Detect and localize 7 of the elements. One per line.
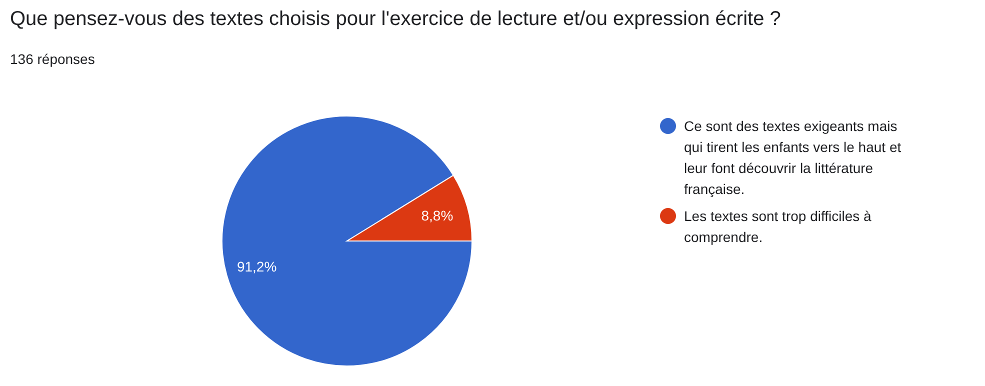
legend-label: Ce sont des textes exigeants mais qui tirent les enfants vers le haut et leur font découvrir la littérature française. <box>684 118 902 197</box>
data-label: 8,8% <box>421 207 454 224</box>
pie-slice <box>222 116 472 366</box>
chart-title: Que pensez-vous des textes choisis pour l'exercice de lecture et/ou expression écrite ? <box>10 8 781 30</box>
legend-label: Les textes sont trop difficiles à comprendre. <box>684 208 872 245</box>
data-label: 91,2% <box>236 258 277 274</box>
text: 136 réponses <box>10 51 95 67</box>
